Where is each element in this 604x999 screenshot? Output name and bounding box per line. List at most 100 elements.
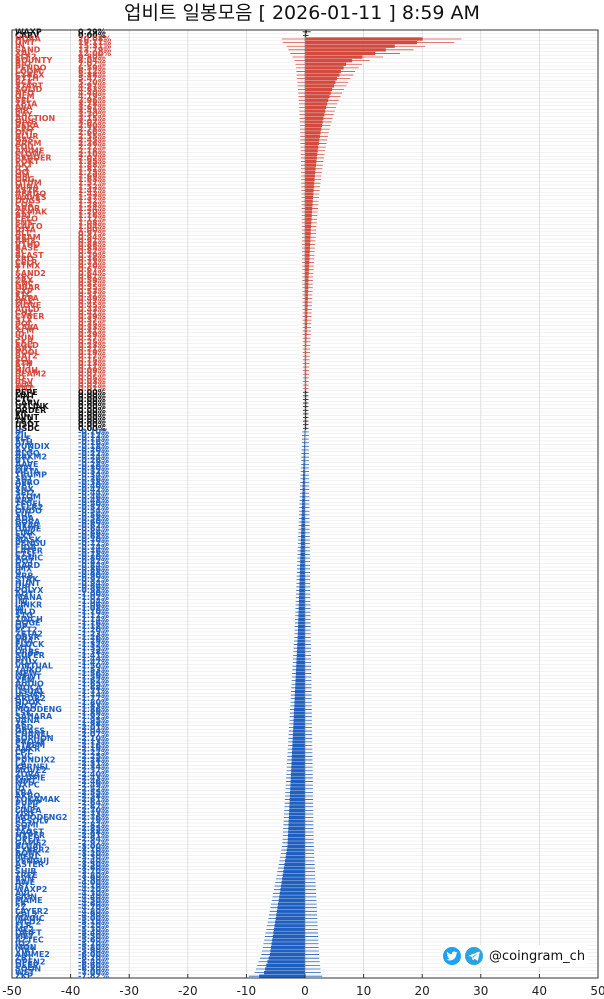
coin-name-label: HUNT [15, 579, 41, 588]
coin-name-label: ORBS [15, 647, 40, 656]
coin-change-label: 1.32% [78, 197, 106, 206]
coin-name-label: BERA [15, 121, 40, 130]
twitter-bird-icon[interactable] [443, 947, 461, 965]
coin-name-label: META [15, 467, 40, 476]
coin-name-label: SAND [15, 45, 41, 54]
bar-fil [305, 412, 307, 416]
bar-kava [305, 325, 307, 329]
coin-change-label: 12.00% [78, 49, 111, 58]
bar-mana [299, 596, 305, 600]
coin-name-label: ORG [15, 175, 35, 184]
bar-bora [301, 520, 305, 524]
bar-jasmy [294, 693, 305, 697]
x-tick-label: 10 [356, 984, 371, 998]
coin-change-label: 0.05% [78, 373, 106, 382]
coin-name-label: MASK [15, 536, 42, 545]
coin-change-label: -0.12% [78, 431, 109, 440]
coin-change-label: -0.68% [78, 532, 109, 541]
bar-bio [305, 62, 347, 66]
coin-name-label: TRX [15, 417, 34, 426]
bar-icx [305, 167, 316, 171]
coin-name-label: RESOLV [15, 817, 50, 826]
coin-name-label: CTSI [15, 550, 35, 559]
coin-name-label: GAME [15, 525, 41, 534]
coin-name-label: DRIFT [15, 928, 42, 937]
bar-mina [305, 185, 314, 189]
coin-change-label: -0.38% [78, 478, 109, 487]
coin-change-label: -0.92% [78, 575, 109, 584]
bar-steem [292, 743, 305, 748]
bar-in [305, 44, 395, 48]
coin-change-label: 0.00% [78, 402, 106, 411]
credit-handle[interactable]: @coingram_ch [489, 948, 586, 964]
bar-ctsi [300, 552, 305, 557]
coin-change-label: 2.10% [78, 150, 106, 159]
bar-avnt [305, 415, 307, 420]
bar-ens [305, 221, 312, 225]
bar-moodeng2 [288, 815, 305, 820]
coin-change-label: 0.73% [78, 258, 106, 267]
coin-name-label: BASE [15, 244, 39, 253]
coin-name-label: USDT [15, 420, 40, 429]
coin-change-label: -1.80% [78, 698, 109, 707]
coin-change-label: -2.10% [78, 734, 109, 743]
bar-f [283, 866, 305, 870]
coin-name-label: HIGH [15, 366, 38, 375]
coin-name-label: HBAR [15, 283, 40, 292]
coin-name-label: HORA [15, 35, 42, 44]
bar-aergo [305, 192, 314, 196]
coin-change-label: 0.70% [78, 262, 106, 271]
coin-change-label: -1.16% [78, 618, 109, 627]
bar-rvn [282, 877, 305, 881]
coin-name-label: SEI2 [15, 489, 35, 498]
bar-cybex [305, 73, 340, 77]
coin-name-label: USDC [15, 424, 40, 433]
bar-move [305, 304, 308, 308]
coin-name-label: G [15, 568, 22, 577]
bar-hive [305, 120, 323, 124]
bar-me [305, 109, 326, 113]
coin-change-label: -2.34% [78, 763, 109, 772]
bar-lsk [293, 711, 305, 715]
coin-change-label: 3.15% [78, 114, 106, 123]
bar-flux [296, 660, 305, 665]
coin-name-label: CELO [15, 215, 38, 224]
coin-name-label: FCT2 [15, 626, 37, 635]
coin-name-label: RENDER [15, 153, 52, 162]
coin-change-label: 0.55% [78, 283, 106, 292]
bar-sand2 [305, 271, 309, 275]
bar-xai [305, 51, 376, 56]
coin-change-label: 0.27% [78, 334, 106, 343]
coin-change-label: 0.35% [78, 319, 106, 328]
bar-render [305, 156, 317, 160]
coin-name-label: GAME2 [15, 838, 47, 847]
bar-pump [289, 801, 305, 805]
bar-kernel [291, 765, 305, 769]
x-tick-label: -20 [178, 984, 198, 998]
coin-change-label: -5.10% [78, 918, 109, 927]
coin-change-label: 0.00% [78, 399, 106, 408]
bar-bat2 [305, 354, 307, 358]
coin-change-label: -0.80% [78, 554, 109, 563]
bar-bard [300, 563, 305, 567]
coin-name-label: SOLID [15, 85, 43, 94]
coin-name-label: SIGN [15, 892, 37, 901]
bar-flr [274, 924, 305, 928]
coin-name-label: BLAST [15, 251, 44, 260]
coin-name-label: VANA [15, 716, 41, 725]
bar-zbt [268, 956, 305, 960]
bar-cvc [291, 754, 305, 758]
coin-change-label: 1.00% [78, 226, 106, 235]
bar-fida [300, 545, 305, 549]
bar-pundix [303, 444, 306, 448]
bar-btt [305, 365, 307, 369]
coin-change-label: -0.78% [78, 550, 109, 559]
bar-arpa [305, 296, 308, 301]
coin-change-label: -3.70% [78, 867, 109, 876]
coin-name-label: MAGIC [15, 914, 45, 923]
coin-change-label: -0.44% [78, 489, 109, 498]
coin-change-label: -1.32% [78, 640, 109, 649]
telegram-plane-icon[interactable] [465, 947, 483, 965]
coin-name-label: ENA [15, 636, 34, 645]
